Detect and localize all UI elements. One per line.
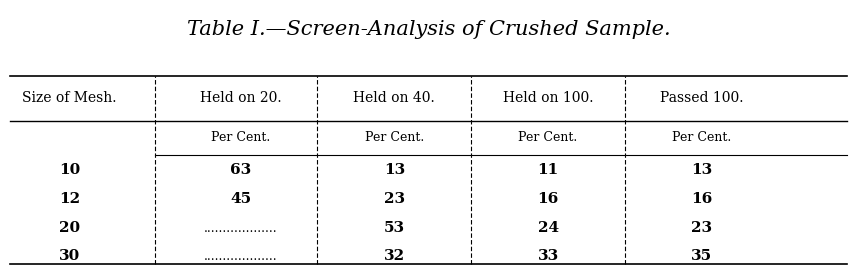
Text: Held on 40.: Held on 40. — [353, 91, 435, 105]
Text: Per Cent.: Per Cent. — [211, 132, 270, 144]
Text: 11: 11 — [537, 163, 559, 177]
Text: 33: 33 — [537, 249, 559, 263]
Text: Size of Mesh.: Size of Mesh. — [22, 91, 117, 105]
Text: Per Cent.: Per Cent. — [518, 132, 578, 144]
Text: 10: 10 — [59, 163, 81, 177]
Text: 20: 20 — [59, 221, 81, 235]
Text: ...................: ................... — [204, 222, 278, 235]
Text: 16: 16 — [692, 192, 712, 206]
Text: Held on 20.: Held on 20. — [200, 91, 281, 105]
Text: 32: 32 — [384, 249, 405, 263]
Text: Held on 100.: Held on 100. — [503, 91, 593, 105]
Text: 24: 24 — [537, 221, 559, 235]
Text: 12: 12 — [59, 192, 81, 206]
Text: Per Cent.: Per Cent. — [672, 132, 732, 144]
Text: 63: 63 — [230, 163, 251, 177]
Text: 53: 53 — [384, 221, 405, 235]
Text: 13: 13 — [384, 163, 405, 177]
Text: 35: 35 — [692, 249, 712, 263]
Text: 23: 23 — [692, 221, 712, 235]
Text: Table I.—Screen-Analysis of Crushed Sample.: Table I.—Screen-Analysis of Crushed Samp… — [187, 20, 670, 39]
Text: 45: 45 — [230, 192, 251, 206]
Text: 30: 30 — [59, 249, 81, 263]
Text: Per Cent.: Per Cent. — [365, 132, 424, 144]
Text: 16: 16 — [537, 192, 559, 206]
Text: 13: 13 — [692, 163, 712, 177]
Text: Passed 100.: Passed 100. — [660, 91, 744, 105]
Text: 23: 23 — [384, 192, 405, 206]
Text: ...................: ................... — [204, 250, 278, 262]
